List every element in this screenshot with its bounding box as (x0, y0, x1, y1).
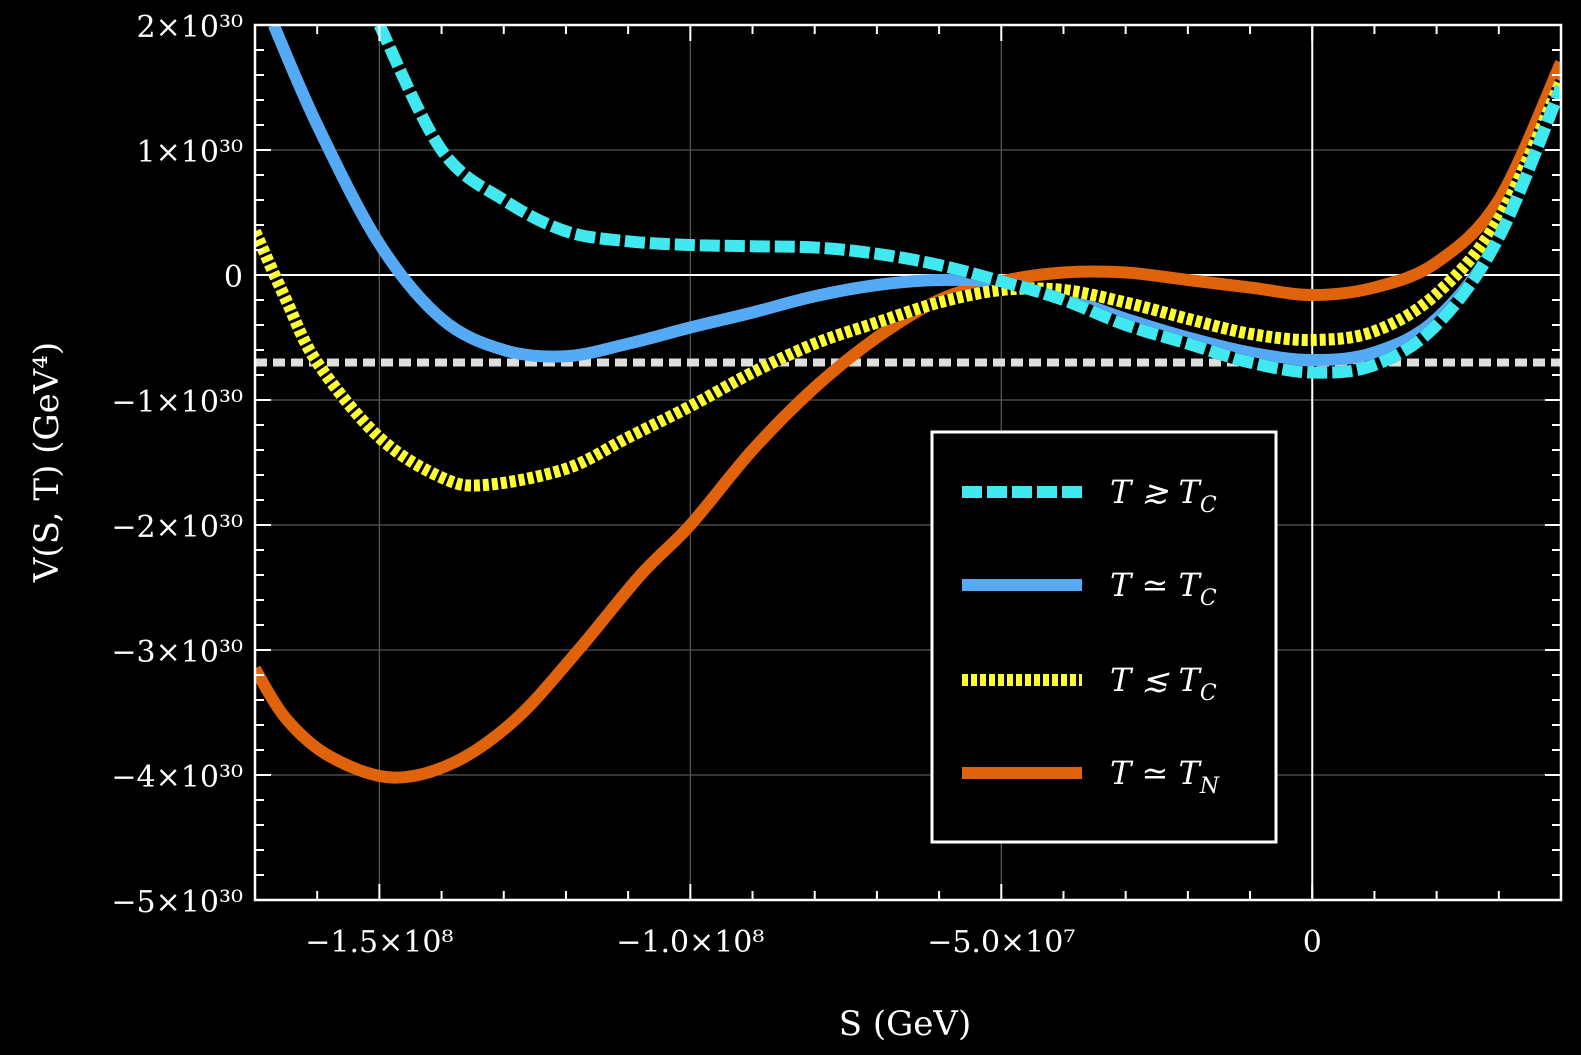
series-layer (255, 25, 1561, 784)
series-line-1 (268, 25, 1561, 366)
legend-label-1: T ≃ TC (1110, 566, 1217, 611)
series-line-2 (255, 78, 1561, 492)
x-axis-title: S (GeV) (839, 1004, 971, 1044)
y-tick-label: 0 (224, 260, 243, 295)
legend-label-2: T ≲ TC (1110, 661, 1217, 706)
y-tick-label: −5×10³⁰ (111, 885, 243, 920)
axis-ticks (254, 24, 1562, 901)
legend-label-0: T ≳ TC (1110, 473, 1217, 518)
y-tick-label: −1×10³⁰ (111, 385, 243, 420)
y-tick-label: −2×10³⁰ (111, 510, 243, 545)
series-line-0 (374, 25, 1561, 379)
series-line-3 (255, 60, 1561, 784)
x-tick-label: −1.5×10⁸ (305, 925, 453, 960)
plot-frame (253, 23, 1563, 902)
x-tick-label: −5.0×10⁷ (927, 925, 1075, 960)
y-tick-label: 1×10³⁰ (137, 135, 243, 170)
plot-area (255, 25, 1561, 784)
x-tick-label: 0 (1303, 925, 1322, 960)
y-tick-label: −4×10³⁰ (111, 760, 243, 795)
y-tick-label: −3×10³⁰ (111, 635, 243, 670)
x-tick-label: −1.0×10⁸ (616, 925, 764, 960)
y-tick-label: 2×10³⁰ (137, 10, 243, 45)
legend: T ≳ TC T ≃ TC T ≲ TC T ≃ TN (930, 430, 1278, 844)
plot-border (253, 23, 1563, 902)
legend-label-3: T ≃ TN (1110, 754, 1220, 799)
axis-tick-labels: −1.5×10⁸ −1.0×10⁸ −5.0×10⁷ 0 2×10³⁰ 1×10³⁰ 0 −1… (111, 10, 1321, 960)
y-axis-title: V(S, T) (GeV⁴) (27, 342, 67, 583)
zero-lines (255, 25, 1561, 900)
series-line-0-underlay (374, 25, 1561, 379)
